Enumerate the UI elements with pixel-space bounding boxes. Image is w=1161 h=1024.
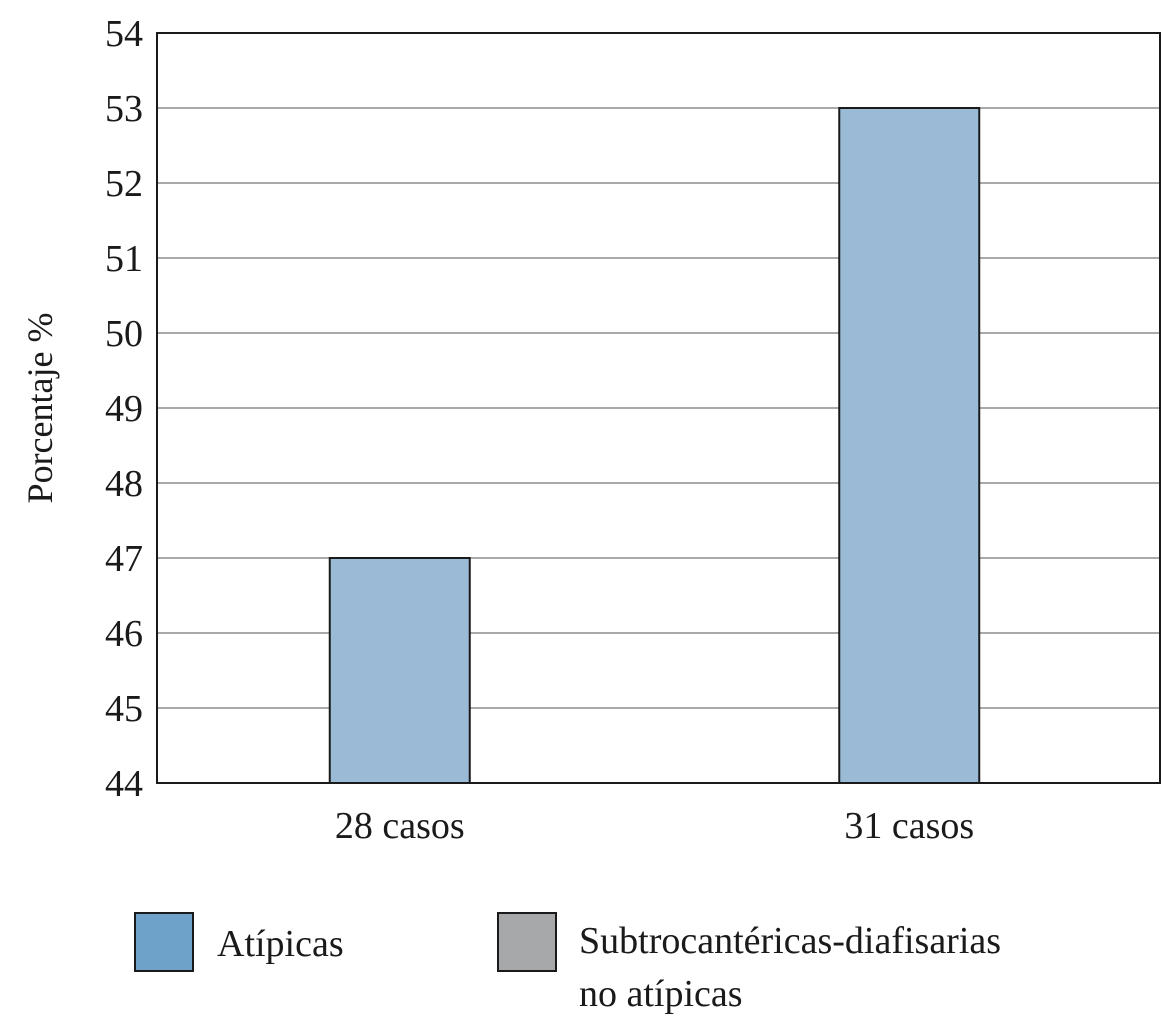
y-tick-label: 47 <box>105 538 143 580</box>
y-tick-label: 46 <box>105 613 143 655</box>
legend-label-no-atipicas-line1: Subtrocantéricas-diafisarias <box>579 920 1001 962</box>
legend-label-atipicas: Atípicas <box>217 923 344 965</box>
y-axis-label: Porcentaje % <box>20 313 60 504</box>
x-tick-labels: 28 casos 31 casos <box>335 805 974 847</box>
y-tick-label: 51 <box>105 238 143 280</box>
plot-frame <box>156 32 1161 784</box>
legend-swatch-no-atipicas <box>497 912 557 972</box>
y-tick-label: 45 <box>105 688 143 730</box>
x-tick-label: 31 casos <box>844 805 974 847</box>
y-tick-labels: 44 45 46 47 48 49 50 51 52 53 54 <box>105 13 143 805</box>
y-tick-label: 49 <box>105 388 143 430</box>
y-tick-label: 53 <box>105 88 143 130</box>
y-tick-label: 44 <box>105 763 143 805</box>
y-tick-label: 54 <box>105 13 143 55</box>
legend: Atípicas Subtrocantéricas-diafisarias no… <box>134 912 1001 1015</box>
bar <box>328 557 471 784</box>
bar <box>838 107 981 784</box>
y-tick-label: 48 <box>105 463 143 505</box>
y-tick-label: 50 <box>105 313 143 355</box>
y-tick-label: 52 <box>105 163 143 205</box>
bars <box>328 107 981 784</box>
x-tick-label: 28 casos <box>335 805 465 847</box>
legend-swatch-atipicas <box>134 912 194 972</box>
gridlines <box>157 107 1160 709</box>
legend-label-no-atipicas-line2: no atípicas <box>579 973 743 1015</box>
